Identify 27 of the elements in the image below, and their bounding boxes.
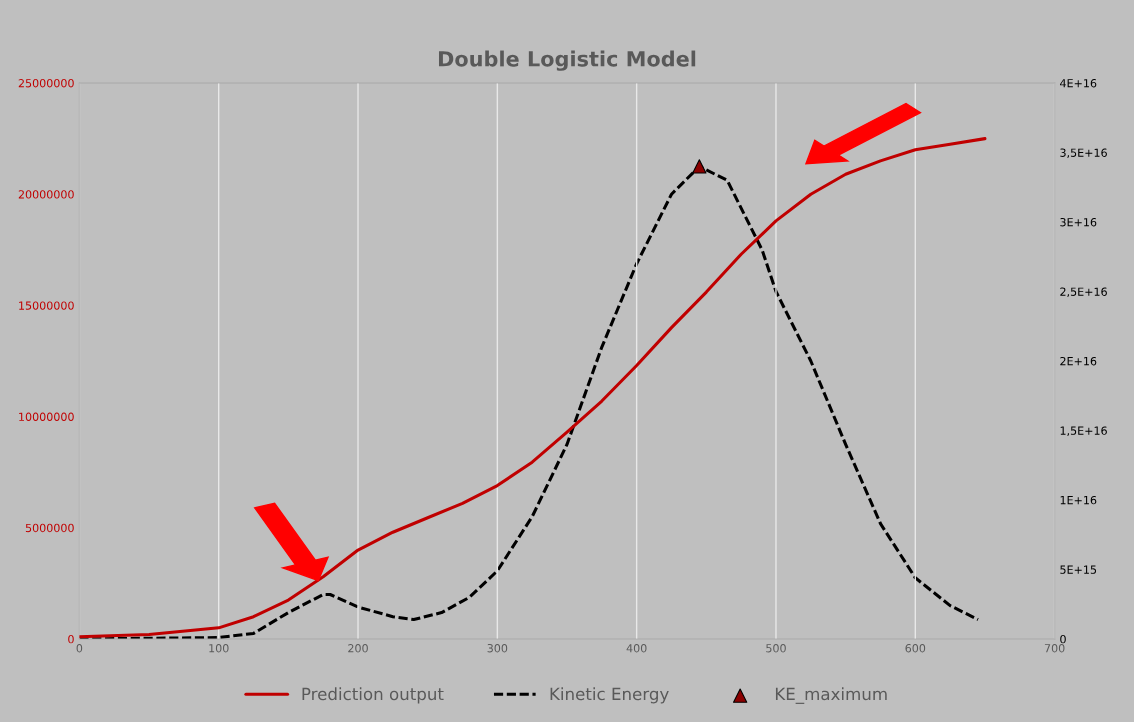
y-tick-label: 25000000: [18, 79, 74, 88]
y2-tick-label: 2E+16: [1060, 356, 1097, 366]
y2-tick-label: 2,5E+16: [1060, 287, 1107, 298]
legend-label: Prediction output: [302, 687, 444, 704]
legend-label: Kinetic Energy: [550, 687, 669, 704]
y2-tick-label: 1,5E+16: [1060, 426, 1107, 437]
y2-tick-label: 4E+16: [1060, 79, 1097, 88]
y2-tick-label: 5E+15: [1060, 565, 1097, 574]
y-tick-label: 0: [68, 634, 74, 644]
x-tick-label: 400: [626, 644, 647, 653]
x-tick-label: 500: [766, 644, 786, 653]
y-tick-label: 10000000: [19, 412, 74, 421]
y-tick-label: 15000000: [19, 301, 74, 310]
x-tick-label: 100: [209, 644, 229, 653]
x-tick-label: 0: [76, 644, 83, 653]
y2-tick-label: 3E+16: [1060, 217, 1097, 227]
x-tick-label: 300: [487, 644, 508, 653]
x-tick-label: 700: [1044, 644, 1065, 653]
chart-title: Double Logistic Model: [438, 50, 696, 71]
y-tick-label: 20000000: [18, 190, 74, 199]
y2-tick-label: 3,5E+16: [1060, 148, 1107, 159]
x-tick-label: 200: [348, 644, 368, 653]
y-tick-label: 5000000: [25, 523, 74, 533]
y2-tick-label: 1E+16: [1060, 495, 1097, 505]
y2-tick-label: 0: [1060, 634, 1066, 644]
x-tick-label: 600: [905, 644, 926, 653]
legend-label: KE_maximum: [775, 687, 887, 704]
